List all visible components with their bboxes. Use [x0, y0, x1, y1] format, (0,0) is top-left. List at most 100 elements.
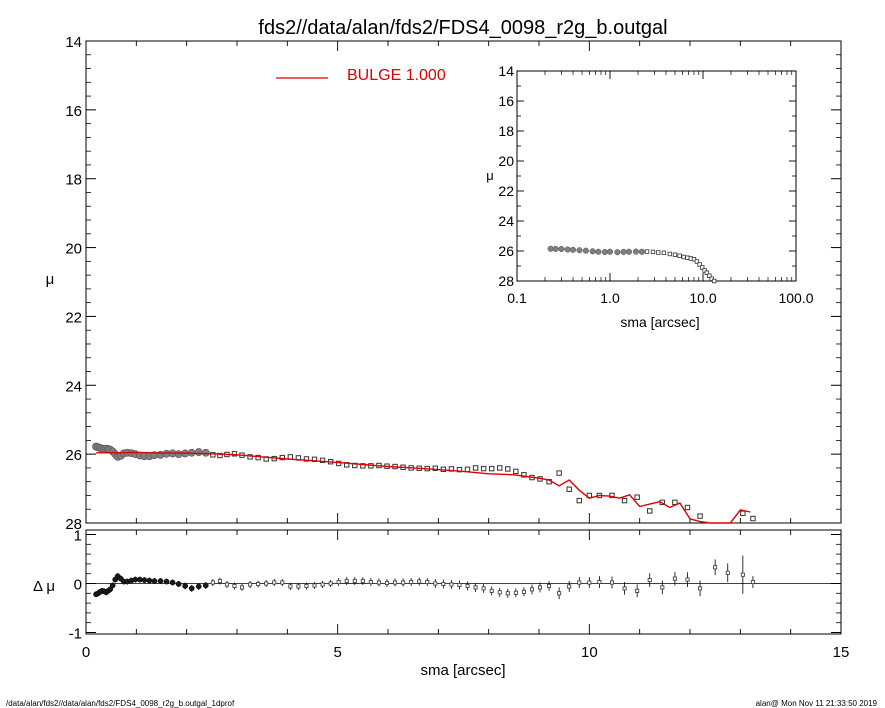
- inset-point: [638, 248, 645, 255]
- inset-point: [625, 248, 633, 255]
- residual-point: [417, 579, 422, 584]
- x-tick-labels: 0 5 10 15: [82, 644, 850, 661]
- observed-point: [480, 465, 487, 472]
- main-panel-frame: [85, 40, 842, 524]
- residual-point: [169, 579, 176, 586]
- y-tick-label: 14: [65, 34, 82, 51]
- inset-point: [661, 250, 667, 255]
- observed-point: [360, 463, 366, 469]
- inset-point: [677, 253, 682, 258]
- residual-point: [577, 580, 582, 585]
- residual-point: [698, 586, 703, 591]
- inset-point: [707, 273, 712, 278]
- inset-point: [709, 276, 714, 281]
- inset-ticks: 14 16 18 20 22 24 26 280.1 1.0 10.0 100.0: [498, 63, 813, 306]
- y-tick-label: 26: [65, 447, 82, 464]
- observed-point: [432, 465, 439, 471]
- observed-point: [556, 470, 562, 476]
- observed-point: [255, 454, 261, 461]
- main-observed-series: [92, 442, 756, 522]
- inset-panel-frame: [516, 70, 797, 282]
- residual-point: [151, 578, 158, 584]
- residual-panel: 10-1 Δ μ 0 5 10 15 sma [arcsec]: [33, 528, 849, 680]
- residual-ticks: 1 0 -1: [69, 528, 842, 643]
- y-tick-label: 18: [65, 172, 82, 189]
- inset-x-tick-label: 0.1: [507, 290, 527, 306]
- x-tick-label: 15: [833, 644, 850, 661]
- residual-point: [622, 586, 627, 591]
- plot-title: fds2//data/alan/fds2/FDS4_0098_r2g_b.out…: [258, 17, 667, 39]
- observed-point: [497, 465, 503, 471]
- y-tick-label: 16: [65, 103, 82, 120]
- inset-x-axis-label: sma [arcsec]: [620, 314, 699, 330]
- residual-point: [597, 580, 602, 585]
- residual-point: [740, 572, 745, 577]
- residual-point: [368, 580, 373, 585]
- x-tick-label: 5: [333, 644, 341, 661]
- inset-point: [632, 248, 639, 255]
- res-y-tick-label: 0: [74, 577, 82, 594]
- observed-point: [217, 452, 223, 459]
- y-tick-label: 28: [65, 516, 82, 533]
- residual-point: [109, 582, 116, 589]
- residual-point: [635, 588, 640, 593]
- residual-y-axis-label: Δ μ: [33, 578, 55, 595]
- x-tick-label: 10: [581, 644, 598, 661]
- observed-point: [521, 472, 527, 478]
- res-y-tick-label: 1: [74, 528, 82, 545]
- observed-point: [231, 451, 238, 457]
- residual-point: [441, 581, 446, 586]
- residual-point: [750, 580, 755, 585]
- residual-point: [240, 585, 245, 590]
- residual-point: [384, 581, 389, 586]
- inset-point: [699, 265, 705, 270]
- residual-point: [304, 583, 309, 588]
- inset-y-tick-label: 24: [498, 213, 514, 229]
- observed-point: [247, 454, 253, 460]
- residual-point: [141, 577, 148, 583]
- inset-point: [589, 248, 596, 255]
- inset-observed-series: [547, 245, 717, 284]
- residual-point: [713, 565, 718, 570]
- residual-point: [538, 585, 543, 590]
- observed-point: [513, 468, 519, 475]
- residual-point: [660, 585, 665, 590]
- y-tick-label: 22: [65, 309, 82, 326]
- residual-point: [672, 576, 677, 581]
- observed-point: [505, 466, 511, 472]
- residual-point: [248, 582, 253, 587]
- inset-x-tick-label: 10.0: [689, 290, 716, 306]
- observed-point: [488, 465, 495, 472]
- inset-y-tick-label: 20: [498, 153, 514, 169]
- inset-point: [644, 249, 650, 254]
- bulge-model-line: [96, 451, 751, 524]
- inset-point: [620, 248, 627, 255]
- observed-point: [621, 497, 628, 504]
- inset-point: [691, 257, 697, 262]
- inset-point: [650, 249, 656, 255]
- inset-point: [697, 262, 702, 267]
- residual-point: [312, 583, 317, 588]
- inset-point: [558, 246, 565, 253]
- observed-point: [319, 457, 326, 464]
- observed-point: [201, 448, 210, 457]
- residual-point: [202, 582, 209, 589]
- observed-point: [697, 513, 703, 519]
- residual-point: [195, 583, 202, 590]
- residual-point: [609, 580, 614, 585]
- residual-point: [685, 577, 690, 582]
- residual-point: [344, 579, 349, 584]
- inset-point: [614, 249, 621, 256]
- x-tick-label: 0: [82, 644, 90, 661]
- residual-point: [146, 577, 153, 584]
- observed-point: [750, 515, 756, 522]
- observed-point: [194, 448, 203, 456]
- inset-panel: 14 16 18 20 22 24 26 280.1 1.0 10.0 100.0 μ sma [a…: [486, 63, 813, 330]
- residual-point: [433, 581, 438, 586]
- residual-point: [175, 581, 182, 587]
- residual-point: [163, 578, 170, 585]
- residual-point: [425, 580, 430, 585]
- inset-y-tick-label: 22: [498, 183, 514, 199]
- residual-point: [224, 582, 229, 587]
